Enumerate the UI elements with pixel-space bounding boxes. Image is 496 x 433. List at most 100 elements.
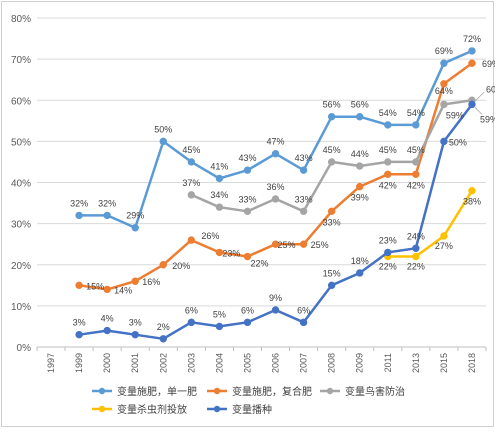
data-label: 56%: [351, 100, 369, 110]
data-label: 69%: [482, 59, 495, 69]
data-label: 72%: [463, 34, 481, 44]
data-label: 32%: [70, 198, 88, 208]
legend-swatch-marker: [98, 405, 106, 413]
x-tick-label: 2007: [299, 353, 309, 373]
data-label: 69%: [435, 46, 453, 56]
data-label: 64%: [435, 86, 453, 96]
y-tick-label: 80%: [11, 14, 31, 25]
data-label: 50%: [154, 124, 172, 134]
x-tick-label: 1997: [46, 353, 56, 373]
x-tick-label: 2008: [327, 353, 337, 373]
data-point: [187, 158, 196, 166]
data-point: [243, 207, 252, 215]
data-label: 5%: [213, 309, 226, 319]
data-point: [440, 137, 448, 146]
data-point: [299, 166, 308, 174]
data-point: [159, 261, 167, 269]
data-label: 15%: [86, 281, 104, 291]
data-label: 38%: [463, 197, 481, 207]
y-tick-label: 0%: [17, 343, 32, 354]
data-label: 14%: [114, 285, 132, 295]
x-tick-label: 2004: [214, 353, 224, 373]
data-label: 33%: [295, 194, 313, 204]
data-label: 23%: [379, 235, 397, 245]
data-point: [131, 224, 139, 232]
data-label: 59%: [446, 110, 464, 120]
data-point: [356, 269, 364, 277]
data-point: [103, 285, 111, 294]
data-point: [356, 162, 364, 170]
x-tick-label: 2001: [130, 353, 140, 373]
data-point: [440, 59, 448, 67]
data-point: [215, 322, 224, 331]
data-label: 6%: [241, 305, 254, 315]
data-label: 6%: [297, 305, 310, 315]
data-point: [187, 236, 196, 244]
data-point: [299, 318, 308, 327]
legend-swatch-marker: [213, 405, 221, 413]
data-label: 18%: [351, 256, 369, 266]
data-point: [384, 158, 392, 166]
data-label: 44%: [351, 149, 369, 159]
data-point: [131, 330, 139, 339]
data-point: [412, 252, 420, 261]
data-label: 2%: [157, 322, 170, 332]
data-label: 43%: [295, 153, 313, 163]
data-point: [271, 195, 280, 203]
data-label: 45%: [379, 145, 397, 155]
data-label: 22%: [379, 262, 397, 272]
data-label: 45%: [407, 145, 425, 155]
data-label: 15%: [323, 268, 341, 278]
label-leader: [475, 91, 485, 101]
data-label: 26%: [201, 231, 219, 241]
data-point: [187, 191, 196, 199]
y-tick-label: 10%: [11, 302, 31, 313]
data-label: 45%: [323, 145, 341, 155]
data-label: 60%: [486, 84, 495, 94]
data-label: 56%: [323, 100, 341, 110]
data-point: [159, 137, 167, 146]
legend-swatch-marker: [213, 387, 221, 395]
data-label: 54%: [407, 108, 425, 118]
x-tick-label: 2005: [242, 353, 252, 373]
data-label: 36%: [267, 182, 285, 192]
legend-swatch-marker: [326, 387, 334, 395]
data-point: [412, 121, 420, 129]
x-tick-label: 2013: [411, 353, 421, 373]
data-point: [468, 187, 476, 195]
data-point: [215, 248, 224, 257]
data-label: 3%: [129, 318, 142, 328]
data-point: [215, 203, 224, 211]
data-point: [103, 211, 111, 220]
data-label: 42%: [407, 180, 425, 190]
data-point: [412, 244, 420, 253]
legend-swatch-marker: [98, 387, 106, 395]
data-point: [243, 252, 252, 261]
data-label: 39%: [351, 193, 369, 203]
data-label: 22%: [407, 262, 425, 272]
y-tick-label: 40%: [11, 179, 31, 190]
y-axis: 0% 10% 20% 30% 40% 50% 60% 70% 80%: [11, 14, 31, 354]
data-label: 42%: [379, 180, 397, 190]
series-line: [387, 190, 474, 258]
data-label: 54%: [379, 108, 397, 118]
data-point: [75, 281, 83, 290]
data-point: [243, 318, 252, 327]
data-point: [384, 121, 392, 129]
data-point: [468, 100, 476, 109]
legend-label: 变量播种: [232, 403, 272, 416]
data-label: 4%: [101, 314, 114, 324]
data-label: 25%: [311, 240, 329, 250]
data-point: [327, 158, 336, 166]
data-point: [384, 170, 392, 178]
data-point: [440, 232, 448, 240]
x-tick-label: 2011: [383, 353, 393, 372]
data-point: [356, 182, 364, 191]
data-point: [299, 240, 308, 248]
x-tick-label: 2009: [355, 353, 365, 373]
y-tick-label: 20%: [11, 261, 31, 272]
data-label: 20%: [172, 261, 190, 271]
data-point: [159, 335, 167, 343]
legend-label: 变量鸟害防治: [345, 385, 405, 398]
